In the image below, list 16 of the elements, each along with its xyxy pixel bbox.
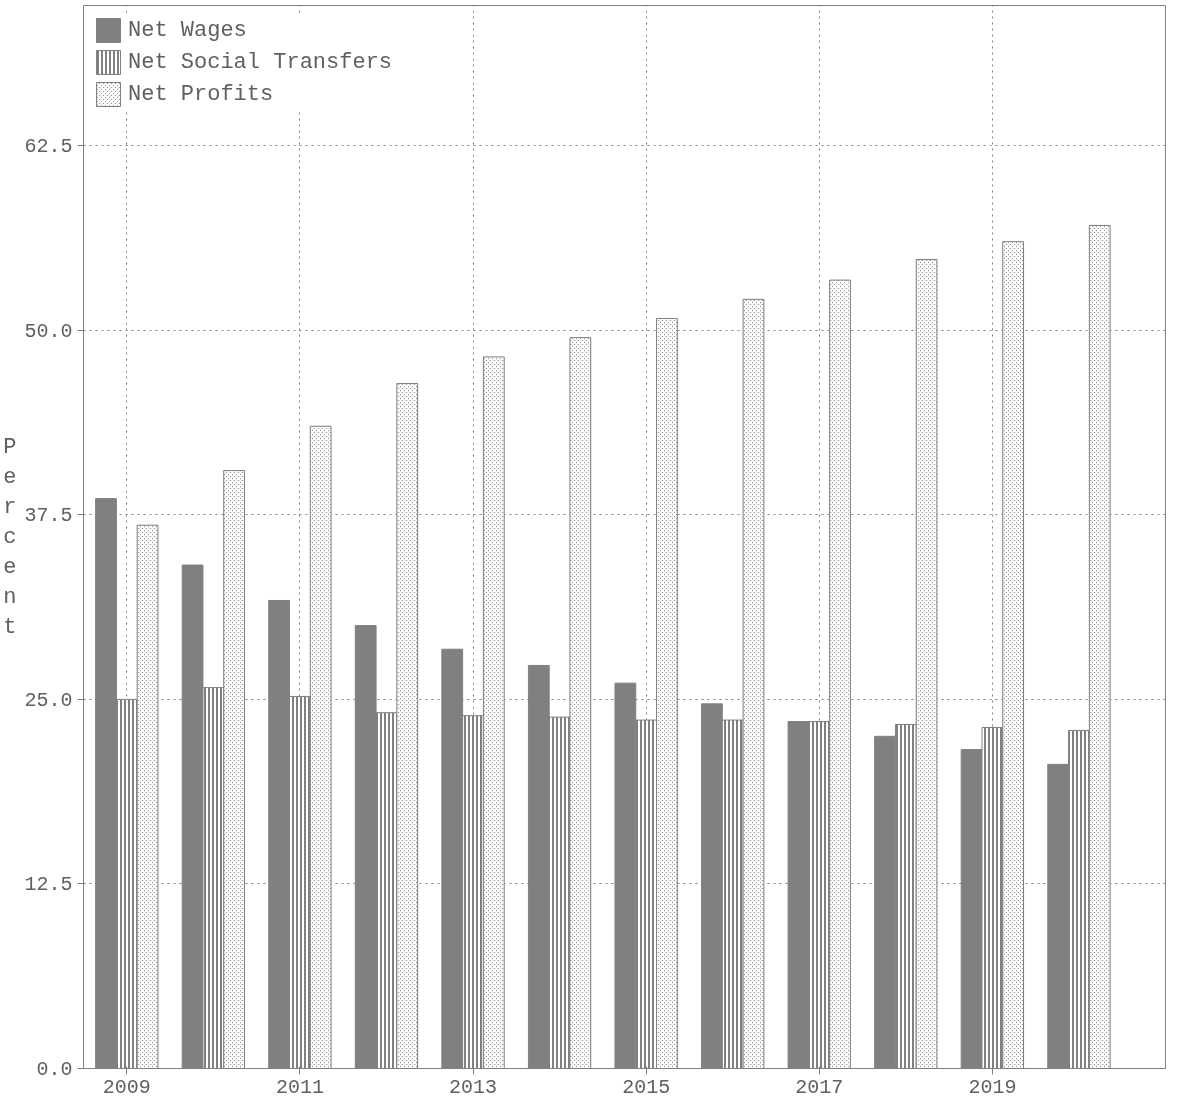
legend-label: Net Profits <box>128 81 274 107</box>
x-tick-label: 2015 <box>622 1075 671 1099</box>
y-tick-label: 12.5 <box>24 873 73 897</box>
x-tick-label: 2013 <box>449 1075 498 1099</box>
y-tick-label: 50.0 <box>24 319 73 343</box>
x-tick-label: 2009 <box>102 1075 151 1099</box>
x-tick-label: 2011 <box>275 1075 324 1099</box>
y-tick-label: 37.5 <box>24 504 73 528</box>
y-axis-title: Percent <box>3 434 17 640</box>
x-tick-label: 2017 <box>795 1075 844 1099</box>
y-tick-label: 25.0 <box>24 688 73 712</box>
y-tick-label: 0.0 <box>36 1058 73 1081</box>
x-tick-label: 2019 <box>968 1075 1017 1099</box>
legend-label: Net Wages <box>128 17 247 43</box>
legend-label: Net Social Transfers <box>128 49 393 75</box>
y-tick-label: 62.5 <box>24 135 73 159</box>
